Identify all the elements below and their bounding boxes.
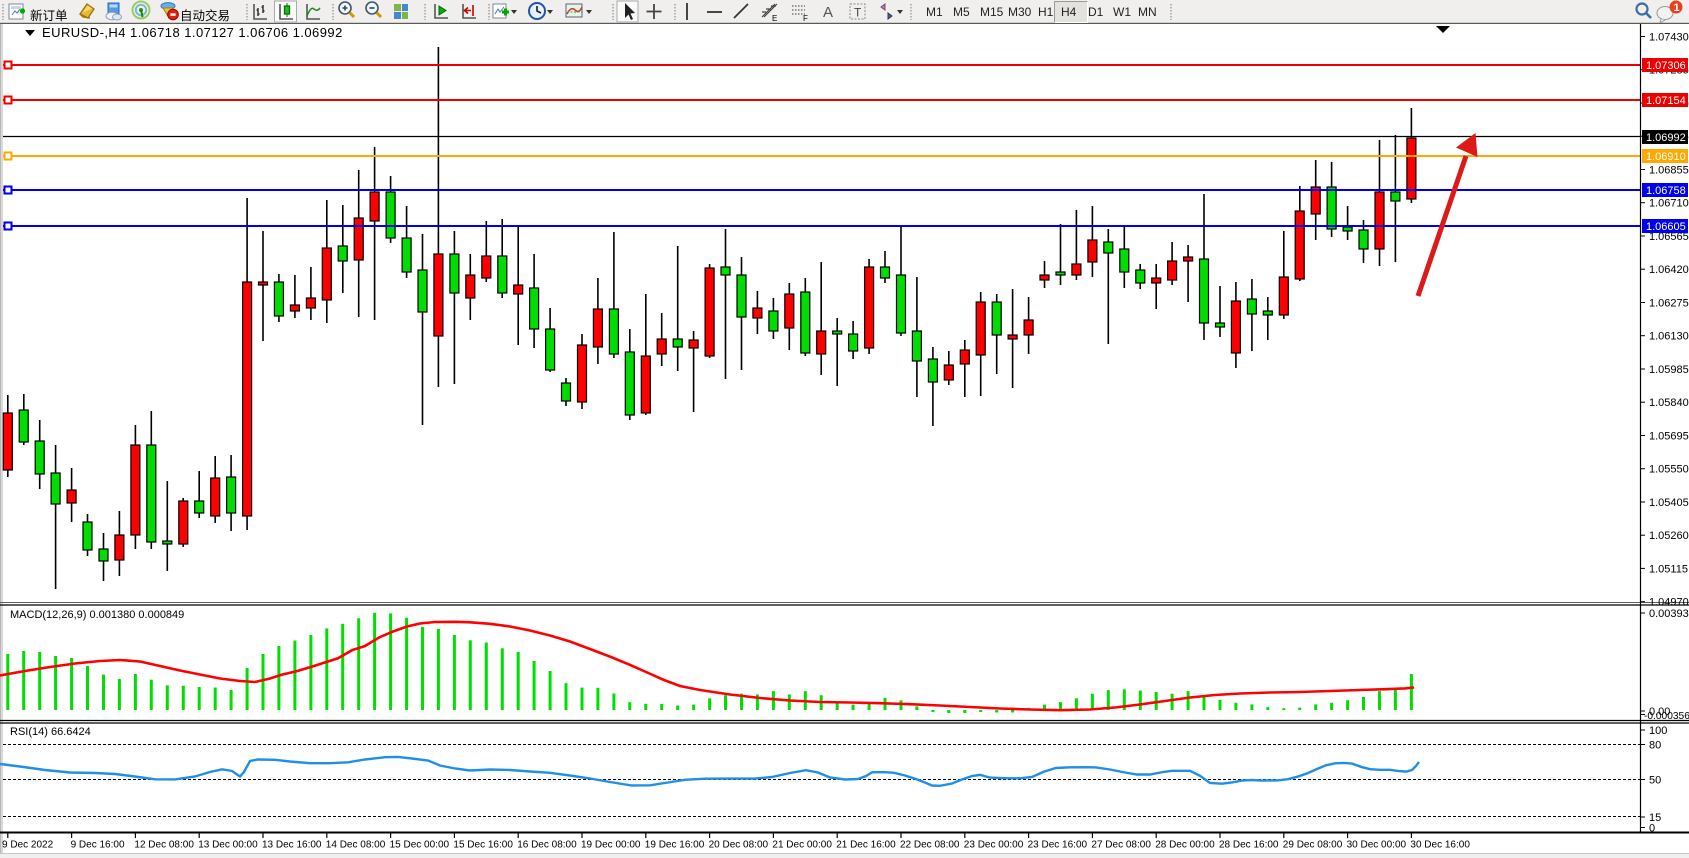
svg-text:27 Dec 08:00: 27 Dec 08:00 (1091, 840, 1151, 851)
svg-text:20 Dec 08:00: 20 Dec 08:00 (709, 840, 769, 851)
svg-text:21 Dec 16:00: 21 Dec 16:00 (836, 840, 896, 851)
svg-text:MACD(12,26,9) 0.001380 0.00084: MACD(12,26,9) 0.001380 0.000849 (10, 609, 184, 621)
svg-text:13 Dec 00:00: 13 Dec 00:00 (198, 840, 258, 851)
svg-text:12 Dec 08:00: 12 Dec 08:00 (134, 840, 194, 851)
svg-text:9 Dec 2022: 9 Dec 2022 (2, 840, 54, 851)
svg-text:28 Dec 00:00: 28 Dec 00:00 (1155, 840, 1215, 851)
svg-text:1.07154: 1.07154 (1646, 95, 1686, 107)
svg-text:13 Dec 16:00: 13 Dec 16:00 (262, 840, 322, 851)
svg-text:1.06565: 1.06565 (1649, 231, 1689, 243)
svg-text:100: 100 (1649, 725, 1667, 737)
svg-text:28 Dec 16:00: 28 Dec 16:00 (1219, 840, 1279, 851)
svg-text:1.07430: 1.07430 (1649, 32, 1689, 44)
svg-text:15: 15 (1649, 812, 1661, 824)
svg-text:9 Dec 16:00: 9 Dec 16:00 (71, 840, 125, 851)
svg-text:1.04970: 1.04970 (1649, 597, 1689, 609)
svg-text:0.00: 0.00 (1649, 706, 1670, 718)
svg-text:1.05550: 1.05550 (1649, 464, 1689, 476)
svg-text:1: 1 (1674, 2, 1680, 14)
svg-text:1.06758: 1.06758 (1646, 185, 1686, 197)
svg-text:19 Dec 00:00: 19 Dec 00:00 (581, 840, 641, 851)
svg-text:-0.000356: -0.000356 (1644, 711, 1689, 722)
svg-text:22 Dec 08:00: 22 Dec 08:00 (900, 840, 960, 851)
svg-text:1.06130: 1.06130 (1649, 331, 1689, 343)
svg-text:19 Dec 16:00: 19 Dec 16:00 (645, 840, 705, 851)
svg-text:1.06710: 1.06710 (1649, 198, 1689, 210)
svg-text:15 Dec 00:00: 15 Dec 00:00 (390, 840, 450, 851)
svg-text:1.05405: 1.05405 (1649, 497, 1689, 509)
svg-text:50: 50 (1649, 775, 1661, 787)
svg-text:EURUSD-,H4 1.06718 1.07127 1.: EURUSD-,H4 1.06718 1.07127 1.06706 1.069… (42, 25, 343, 40)
svg-text:29 Dec 08:00: 29 Dec 08:00 (1283, 840, 1343, 851)
svg-text:1.06420: 1.06420 (1649, 264, 1689, 276)
svg-text:1.05840: 1.05840 (1649, 397, 1689, 409)
svg-text:23 Dec 00:00: 23 Dec 00:00 (964, 840, 1024, 851)
svg-text:0.00393: 0.00393 (1649, 608, 1689, 620)
svg-text:E: E (772, 14, 777, 23)
svg-text:21 Dec 00:00: 21 Dec 00:00 (772, 840, 832, 851)
svg-text:F: F (803, 14, 808, 23)
svg-text:14 Dec 08:00: 14 Dec 08:00 (326, 840, 386, 851)
svg-text:1.05115: 1.05115 (1649, 563, 1688, 575)
svg-text:A: A (823, 4, 833, 21)
svg-text:1.06605: 1.06605 (1646, 221, 1686, 233)
svg-text:1.05260: 1.05260 (1649, 530, 1689, 542)
svg-text:30 Dec 00:00: 30 Dec 00:00 (1347, 840, 1407, 851)
svg-text:RSI(14) 66.6424: RSI(14) 66.6424 (10, 726, 91, 738)
svg-text:1.06275: 1.06275 (1649, 298, 1689, 310)
svg-text:16 Dec 08:00: 16 Dec 08:00 (517, 840, 577, 851)
svg-text:T: T (854, 6, 862, 20)
svg-text:1.06992: 1.06992 (1646, 132, 1686, 144)
svg-text:30 Dec 16:00: 30 Dec 16:00 (1410, 840, 1470, 851)
svg-text:15 Dec 16:00: 15 Dec 16:00 (453, 840, 513, 851)
svg-text:1.07306: 1.07306 (1646, 60, 1686, 72)
svg-text:80: 80 (1649, 740, 1661, 752)
svg-text:1.06855: 1.06855 (1649, 165, 1689, 177)
svg-text:0: 0 (1649, 823, 1655, 835)
svg-text:23 Dec 16:00: 23 Dec 16:00 (1028, 840, 1088, 851)
svg-text:1.05695: 1.05695 (1649, 431, 1689, 443)
svg-text:1.06910: 1.06910 (1646, 151, 1686, 163)
svg-text:1.05985: 1.05985 (1649, 364, 1689, 376)
